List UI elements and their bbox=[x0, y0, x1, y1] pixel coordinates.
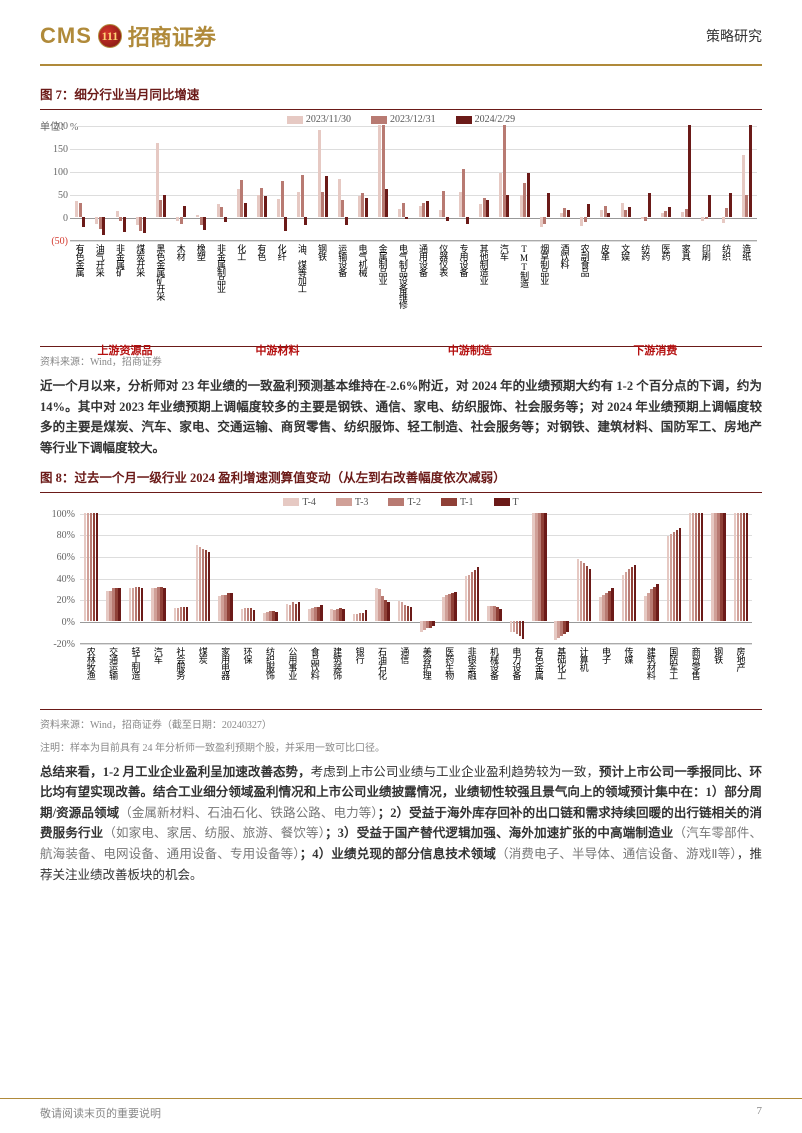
para1: 近一个月以来，分析师对 23 年业绩的一致盈利预测基本维持在-2.6%附近，对 … bbox=[40, 376, 762, 459]
doc-type: 策略研究 bbox=[706, 26, 762, 46]
fig7-rule bbox=[40, 109, 762, 110]
chart8-legend: T-4T-3T-2T-1T bbox=[40, 497, 762, 508]
cms-text: CMS bbox=[40, 23, 92, 49]
page-number: 7 bbox=[757, 1105, 763, 1121]
chart8-area bbox=[80, 514, 752, 644]
logo-block: CMS 111 招商证券 bbox=[40, 20, 216, 52]
fig8-title: 图 8：过去一个月一级行业 2024 盈利增速测算值变动（从左到右改善幅度依次减… bbox=[40, 467, 762, 486]
chart7-xlabels: 有色金属油气开采非金属矿煤炭开采黑色金属矿开采木材橡塑非金属制品业化工有色化纤油… bbox=[70, 244, 757, 308]
page-header: CMS 111 招商证券 策略研究 bbox=[0, 0, 802, 60]
footer: 敬请阅读末页的重要说明 7 bbox=[0, 1098, 802, 1133]
fig7-title: 图 7：细分行业当月同比增速 bbox=[40, 84, 762, 103]
disclaimer: 敬请阅读末页的重要说明 bbox=[40, 1105, 161, 1121]
fig8-bottom-rule bbox=[40, 709, 762, 710]
chart7-legend: 2023/11/302023/12/312024/2/29 bbox=[40, 114, 762, 125]
para2: 总结来看，1-2 月工业企业盈利呈加速改善态势，考虑到上市公司业绩与工业企业盈利… bbox=[40, 762, 762, 886]
brand-logo-icon: 111 bbox=[98, 24, 122, 48]
chart8-xlabels: 农林牧渔交通运输轻工制造汽车社会服务煤炭家用电器环保纺织服饰公用事业食品饮料建筑… bbox=[80, 647, 752, 679]
fig8-note: 注明：样本为目前具有 24 年分析师一致盈利预期个股，并采用一致可比口径。 bbox=[40, 739, 762, 754]
chart8: T-4T-3T-2T-1T -20%0%20%40%60%80%100% 农林牧… bbox=[40, 499, 762, 709]
chart7: 2023/11/302023/12/312024/2/29 单位：% (50)0… bbox=[40, 116, 762, 346]
fig8-rule bbox=[40, 492, 762, 493]
fig8-source: 资料来源：Wind，招商证券（截至日期：20240327） bbox=[40, 716, 762, 731]
content: 图 7：细分行业当月同比增速 2023/11/302023/12/312024/… bbox=[0, 66, 802, 885]
brand-cn: 招商证券 bbox=[128, 20, 216, 52]
chart7-area bbox=[70, 126, 757, 241]
